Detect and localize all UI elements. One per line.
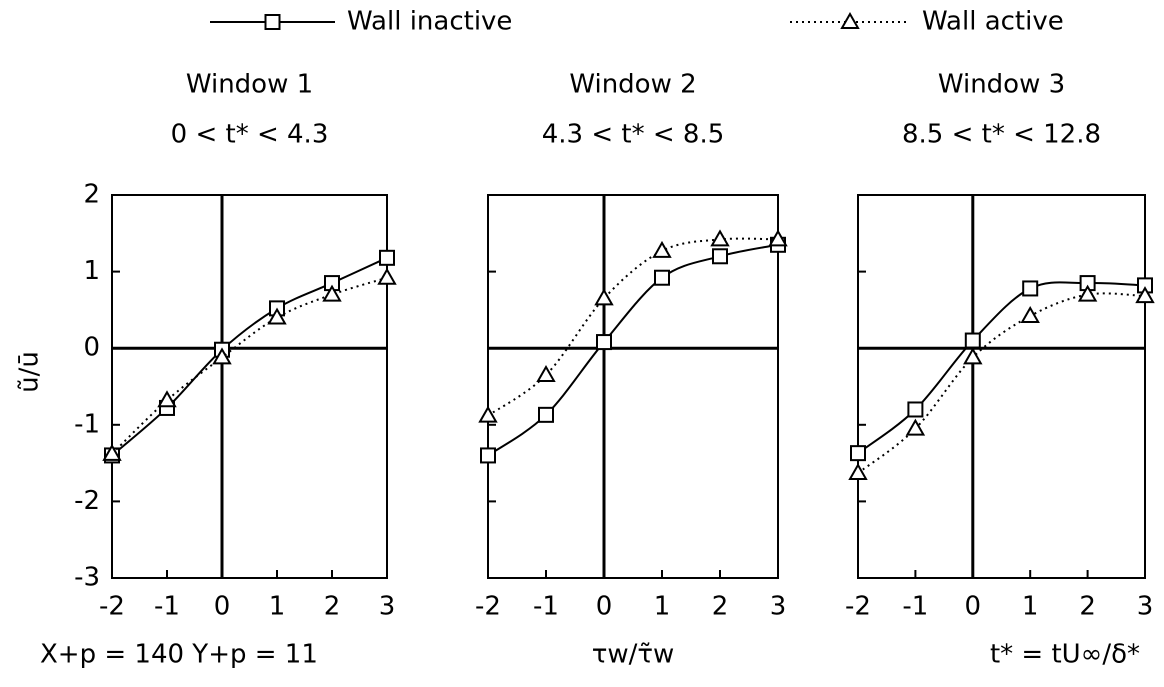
marker (1020, 306, 1040, 324)
x-tick-label: 1 (654, 592, 671, 622)
marker (1135, 286, 1155, 304)
marker (1077, 284, 1098, 302)
series-line (487, 237, 779, 417)
plot-frame (857, 194, 1146, 579)
plot-frame (487, 194, 779, 579)
plot-frame (111, 194, 388, 579)
x-tick-label: 0 (214, 592, 231, 622)
panel-subtitle: 0 < t* < 4.3 (171, 120, 329, 150)
series-line (857, 281, 1146, 454)
marker (157, 390, 177, 408)
marker (848, 463, 868, 481)
x-tick-label: 1 (1022, 592, 1039, 622)
marker (850, 445, 866, 462)
x-tick-label: 0 (596, 592, 613, 622)
marker (652, 240, 672, 258)
marker (964, 332, 981, 349)
panel-subtitle: 8.5 < t* < 12.8 (902, 120, 1101, 150)
panel-title: Window 2 (569, 70, 696, 100)
marker (212, 347, 232, 365)
y-tick-label: 2 (83, 180, 100, 210)
marker (963, 347, 983, 365)
series-line (487, 243, 779, 457)
marker (102, 443, 122, 461)
x-tick-label: -2 (99, 592, 125, 622)
x-tick-label: -2 (845, 592, 871, 622)
annotation: t* = tU∞/δ* (990, 640, 1140, 670)
marker (905, 418, 926, 436)
legend-marker (264, 14, 281, 30)
marker (267, 307, 287, 325)
y-tick-label: -1 (74, 409, 100, 439)
y-axis-label: ũ/ū (15, 351, 45, 393)
y-tick-label: 1 (83, 256, 100, 286)
legend-label: Wall active (922, 7, 1064, 37)
y-tick-label: -3 (74, 563, 100, 593)
series-line (111, 276, 388, 455)
x-tick-label: -1 (154, 592, 180, 622)
x-tick-label: -1 (902, 592, 928, 622)
marker (594, 288, 614, 306)
marker (536, 364, 556, 383)
x-tick-label: 3 (1137, 592, 1154, 622)
x-tick-label: 3 (770, 592, 787, 622)
annotation: X+p = 140 Y+p = 11 (40, 640, 318, 670)
y-tick-label: -2 (74, 486, 100, 516)
marker (654, 269, 670, 286)
x-axis-label: τw/τ̃w (592, 640, 675, 670)
x-tick-label: 0 (965, 592, 982, 622)
legend-label: Wall inactive (347, 7, 512, 37)
marker (377, 267, 397, 285)
x-tick-label: 3 (379, 592, 396, 622)
marker (768, 229, 788, 247)
x-tick-label: 2 (712, 592, 729, 622)
x-tick-label: 1 (269, 592, 286, 622)
marker (1022, 280, 1039, 297)
legend-marker (840, 11, 860, 29)
x-tick-label: 2 (324, 592, 341, 622)
marker (379, 249, 395, 266)
marker (907, 401, 924, 418)
panel-subtitle: 4.3 < t* < 8.5 (542, 120, 725, 150)
marker (322, 284, 342, 302)
panel-title: Window 1 (186, 70, 313, 100)
marker (596, 334, 612, 351)
x-tick-label: 2 (1079, 592, 1096, 622)
marker (480, 447, 496, 464)
y-tick-label: 0 (83, 333, 100, 363)
marker (710, 229, 730, 247)
x-tick-label: -1 (533, 592, 559, 622)
x-tick-label: -2 (475, 592, 501, 622)
series-line (111, 256, 388, 457)
marker (478, 405, 498, 423)
panel-title: Window 3 (938, 70, 1065, 100)
marker (712, 248, 728, 265)
marker (538, 406, 554, 423)
series-line (857, 292, 1146, 474)
